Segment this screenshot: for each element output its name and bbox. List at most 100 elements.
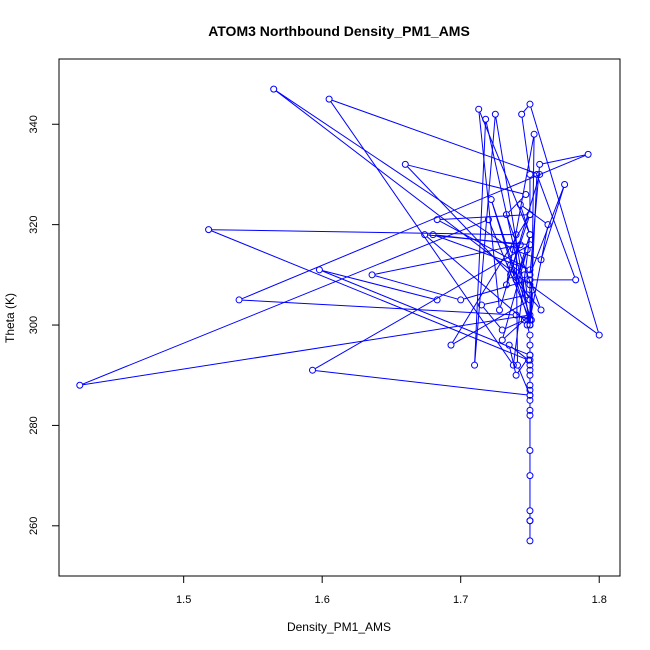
series-segment	[513, 237, 531, 363]
data-point	[526, 411, 534, 419]
series-segment	[426, 236, 528, 324]
series-segment	[527, 327, 530, 333]
series-segment	[484, 295, 525, 305]
data-point	[526, 311, 534, 319]
data-point	[527, 316, 535, 324]
data-point	[526, 241, 534, 249]
data-point	[526, 537, 534, 545]
data-point	[512, 276, 520, 284]
data-point	[513, 361, 521, 369]
data-point	[526, 406, 534, 414]
data-point	[512, 231, 520, 239]
series-segment	[241, 155, 586, 300]
data-point	[457, 296, 465, 304]
data-point	[505, 341, 513, 349]
plot-frame	[58, 58, 621, 577]
series-segment	[520, 207, 530, 232]
y-tick-label: 260	[28, 517, 40, 535]
series-segment	[478, 112, 500, 307]
series-segment	[523, 106, 529, 113]
data-point	[502, 281, 510, 289]
series-segment	[440, 214, 527, 220]
data-point	[595, 331, 603, 339]
series-segment	[375, 244, 518, 275]
y-axis-label: Theta (K)	[3, 293, 17, 343]
data-point	[561, 180, 569, 188]
series-line-group	[82, 90, 599, 538]
data-point	[526, 361, 534, 369]
data-point	[529, 286, 537, 294]
data-point	[498, 336, 506, 344]
data-point	[526, 351, 534, 359]
data-point	[530, 130, 538, 138]
series-segment	[512, 266, 523, 274]
series-segment	[407, 166, 509, 273]
data-point	[433, 216, 441, 224]
data-point	[526, 391, 534, 399]
data-point	[433, 296, 441, 304]
series-segment	[515, 237, 518, 362]
series-segment	[530, 227, 548, 317]
series-segment	[275, 90, 528, 284]
data-point	[482, 115, 490, 123]
data-point	[512, 311, 520, 319]
series-segment	[541, 187, 565, 257]
data-point	[526, 386, 534, 394]
data-point	[526, 341, 534, 349]
data-point	[526, 371, 534, 379]
series-segment	[483, 307, 501, 328]
data-point	[516, 201, 524, 209]
series-segment	[315, 370, 527, 396]
data-point	[475, 105, 483, 113]
data-point	[533, 170, 541, 178]
data-point	[537, 306, 545, 314]
data-point	[544, 221, 552, 229]
data-point	[509, 361, 517, 369]
chart-title: ATOM3 Northbound Density_PM1_AMS	[208, 23, 470, 39]
series-segment	[521, 117, 531, 172]
x-axis: 1.5 1.6 1.7 1.8	[176, 576, 607, 606]
data-point	[507, 261, 515, 269]
series-segment	[211, 229, 513, 236]
data-point	[526, 447, 534, 455]
data-point	[495, 306, 503, 314]
series-segment	[453, 301, 528, 344]
series-segment	[542, 154, 586, 165]
series-segment	[315, 245, 528, 370]
series-segment	[529, 177, 538, 322]
data-point	[401, 160, 409, 168]
series-segment	[374, 275, 458, 300]
series-segment	[439, 220, 528, 269]
data-point	[525, 356, 533, 364]
data-point	[526, 170, 534, 178]
series-segment	[506, 137, 535, 282]
series-segment	[427, 234, 527, 245]
data-point	[526, 266, 534, 274]
data-point	[315, 266, 323, 274]
data-point	[516, 241, 524, 249]
data-point	[526, 296, 534, 304]
x-tick-label: 1.7	[453, 594, 468, 606]
data-point	[526, 271, 534, 279]
data-point	[270, 85, 278, 93]
data-point	[536, 170, 544, 178]
data-point	[491, 110, 499, 118]
series-segment	[82, 220, 486, 385]
data-point	[421, 231, 429, 239]
data-point	[487, 196, 495, 204]
series-segment	[537, 177, 576, 278]
data-point	[509, 246, 517, 254]
data-point	[502, 211, 510, 219]
series-segment	[495, 117, 530, 322]
data-point	[308, 366, 316, 374]
data-point	[507, 271, 515, 279]
series-segment	[530, 107, 599, 333]
data-point	[205, 226, 213, 234]
y-tick-label: 340	[28, 115, 40, 133]
series-segment	[474, 117, 496, 363]
data-point	[536, 160, 544, 168]
series-segment	[532, 286, 597, 334]
data-point	[584, 150, 592, 158]
data-point	[526, 100, 534, 108]
data-point	[526, 472, 534, 480]
